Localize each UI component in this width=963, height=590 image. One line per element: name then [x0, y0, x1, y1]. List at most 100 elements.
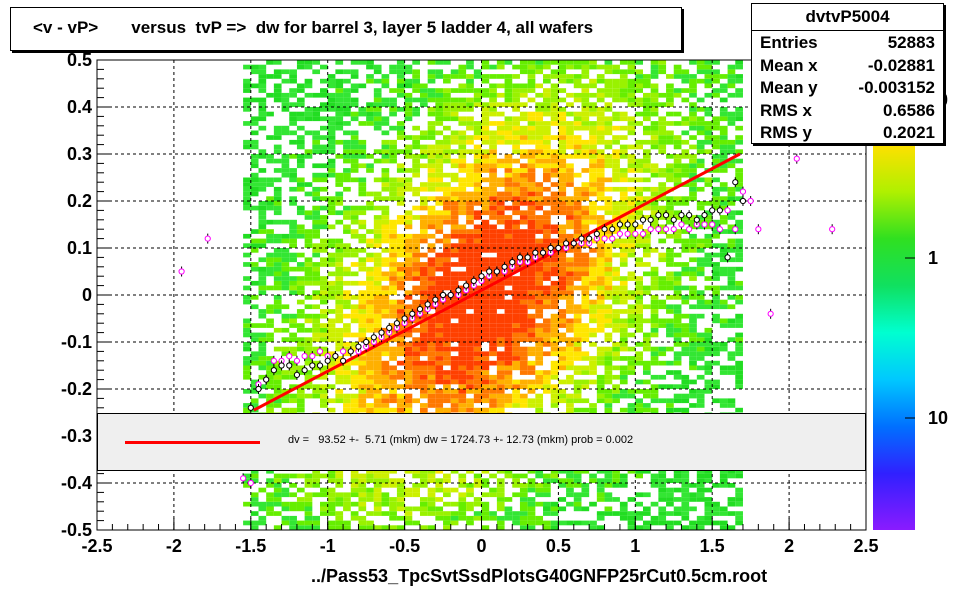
heat-cell — [535, 201, 544, 206]
heat-cell — [642, 97, 651, 103]
heat-cell — [366, 111, 374, 117]
heat-cell — [612, 205, 620, 211]
heat-cell — [673, 487, 682, 493]
heat-cell — [312, 492, 321, 498]
heat-cell — [312, 116, 321, 122]
heat-cell — [558, 356, 567, 361]
heat-cell — [489, 215, 497, 220]
heat-cell — [627, 205, 636, 211]
heat-cell — [627, 520, 636, 526]
heat-cell — [343, 501, 351, 507]
heat-cell — [273, 158, 282, 164]
heat-cell — [443, 313, 451, 319]
heat-cell — [558, 107, 567, 112]
heat-cell — [481, 313, 490, 319]
heat-cell — [320, 243, 328, 248]
heat-cell — [558, 337, 567, 342]
heat-cell — [435, 403, 444, 408]
heat-cell — [327, 74, 336, 79]
heat-cell — [581, 468, 590, 474]
heat-cell — [419, 360, 428, 366]
heat-cell — [696, 497, 705, 502]
heat-cell — [435, 295, 444, 300]
heat-cell — [320, 299, 328, 305]
heat-cell — [443, 374, 451, 380]
heat-cell — [566, 125, 574, 131]
heat-cell — [619, 379, 628, 385]
heat-cell — [535, 107, 544, 112]
black-point — [478, 273, 485, 280]
heat-cell — [666, 252, 674, 258]
heat-cell — [289, 111, 297, 117]
heat-cell — [443, 116, 451, 122]
heat-cell — [689, 92, 697, 98]
heat-cell — [458, 205, 467, 211]
heat-cell — [666, 332, 674, 338]
heat-cell — [489, 351, 497, 357]
heat-cell — [735, 64, 743, 70]
heat-cell — [627, 196, 636, 201]
heat-cell — [304, 295, 313, 300]
heat-cell — [427, 210, 436, 216]
heat-cell — [573, 384, 582, 389]
heat-cell — [589, 407, 597, 413]
heat-cell — [527, 337, 536, 342]
heat-cell — [650, 389, 659, 394]
heat-cell — [558, 280, 567, 286]
heat-cell — [489, 337, 497, 342]
heat-cell — [719, 196, 728, 201]
heat-cell — [719, 520, 728, 526]
heat-cell — [381, 483, 390, 488]
heat-cell — [712, 379, 720, 385]
heat-cell — [666, 205, 674, 211]
heat-cell — [443, 346, 451, 352]
heat-cell — [489, 205, 497, 211]
heat-cell — [419, 342, 428, 347]
heat-cell — [366, 168, 374, 173]
heat-cell — [289, 219, 297, 225]
heat-cell — [435, 379, 444, 385]
heat-cell — [296, 182, 305, 187]
heat-cell — [320, 309, 328, 314]
heat-cell — [435, 252, 444, 258]
axes: -2.5 -2 -1.5 -1 -0.5 0 0.5 1 1.5 2 2.5-0.5-0.4-0.3… — [61, 50, 879, 556]
heat-cell — [366, 393, 374, 399]
heat-cell — [635, 196, 643, 201]
heat-cell — [296, 506, 305, 512]
heat-cell — [519, 271, 528, 277]
heat-cell — [581, 337, 590, 342]
heat-cell — [366, 78, 374, 84]
magenta-point — [755, 226, 762, 233]
heat-cell — [258, 168, 267, 173]
heat-cell — [335, 252, 344, 258]
heat-cell — [473, 323, 482, 328]
heat-cell — [642, 342, 651, 347]
heat-cell — [666, 346, 674, 352]
heat-cell — [381, 313, 390, 319]
heat-cell — [373, 511, 382, 516]
heat-cell — [573, 172, 582, 178]
heat-cell — [658, 318, 667, 324]
heat-cell — [589, 520, 597, 526]
heat-cell — [566, 398, 574, 404]
heat-cell — [389, 191, 397, 197]
black-point — [693, 216, 700, 223]
heat-cell — [558, 224, 567, 230]
heat-cell — [512, 139, 520, 145]
heat-cell — [458, 342, 467, 347]
heat-cell — [350, 379, 359, 385]
heat-cell — [258, 107, 267, 112]
heat-cell — [343, 130, 351, 136]
heat-cell — [527, 135, 536, 140]
heat-cell — [327, 168, 336, 173]
heat-cell — [312, 215, 321, 220]
heat-cell — [243, 299, 251, 305]
heat-cell — [458, 248, 467, 253]
heat-cell — [481, 210, 490, 216]
heat-cell — [673, 342, 682, 347]
heat-cell — [381, 78, 390, 84]
heat-cell — [266, 304, 274, 310]
heat-cell — [281, 172, 290, 178]
heat-cell — [612, 346, 620, 352]
heat-cell — [350, 116, 359, 122]
